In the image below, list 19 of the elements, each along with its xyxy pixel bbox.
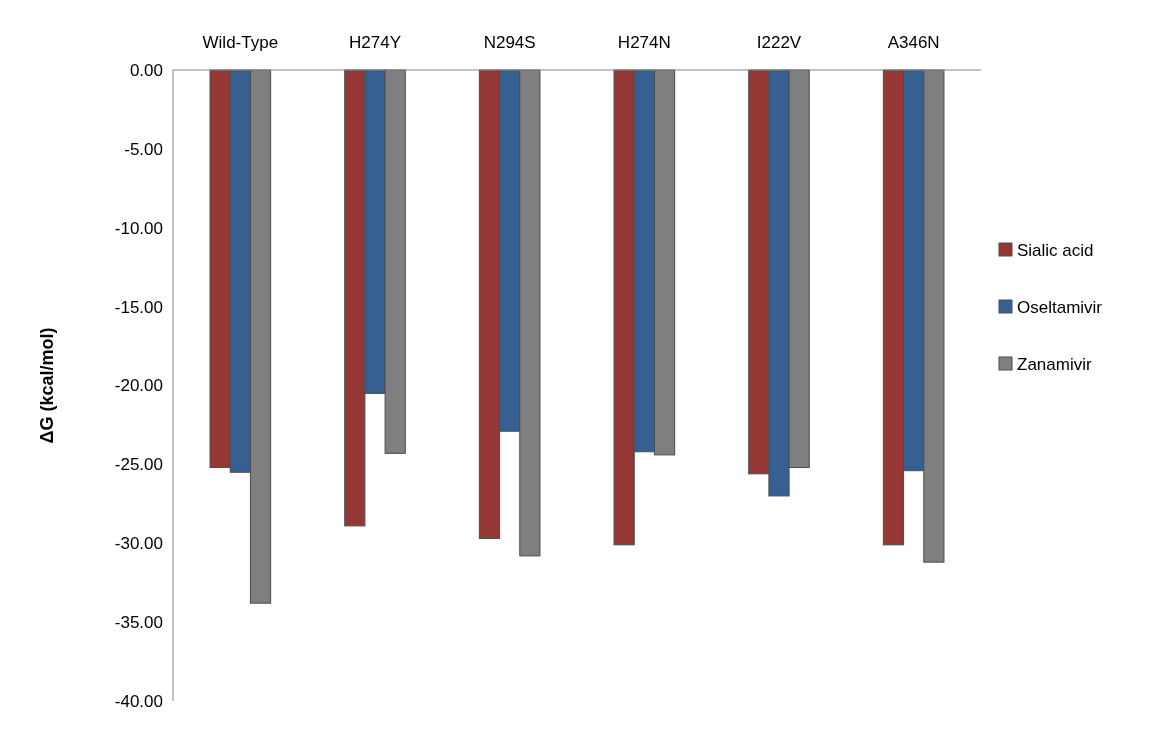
y-tick-label: -20.00 bbox=[114, 376, 163, 396]
y-tick-label: -40.00 bbox=[114, 691, 163, 711]
legend-label: Oseltamivir bbox=[1017, 297, 1103, 317]
x-tick-label: Wild-Type bbox=[202, 33, 279, 52]
legend-label: Sialic acid bbox=[1017, 240, 1094, 260]
y-axis-title: ΔG (kcal/mol) bbox=[37, 327, 57, 444]
y-tick-label: -15.00 bbox=[114, 297, 163, 317]
legend-label: Zanamivir bbox=[1017, 354, 1092, 374]
x-tick-label: H274Y bbox=[349, 33, 401, 52]
y-tick-label: -5.00 bbox=[124, 139, 163, 159]
x-tick-label: I222V bbox=[756, 33, 802, 52]
y-tick-label: -30.00 bbox=[114, 534, 163, 554]
y-tick-label: -10.00 bbox=[114, 218, 163, 238]
x-tick-label: A346N bbox=[887, 33, 940, 52]
x-tick-label: N294S bbox=[483, 33, 536, 52]
x-tick-label: H274N bbox=[617, 33, 671, 52]
y-tick-label: 0.00 bbox=[129, 60, 163, 80]
y-tick-label: -35.00 bbox=[114, 613, 163, 633]
y-tick-label: -25.00 bbox=[114, 455, 163, 475]
